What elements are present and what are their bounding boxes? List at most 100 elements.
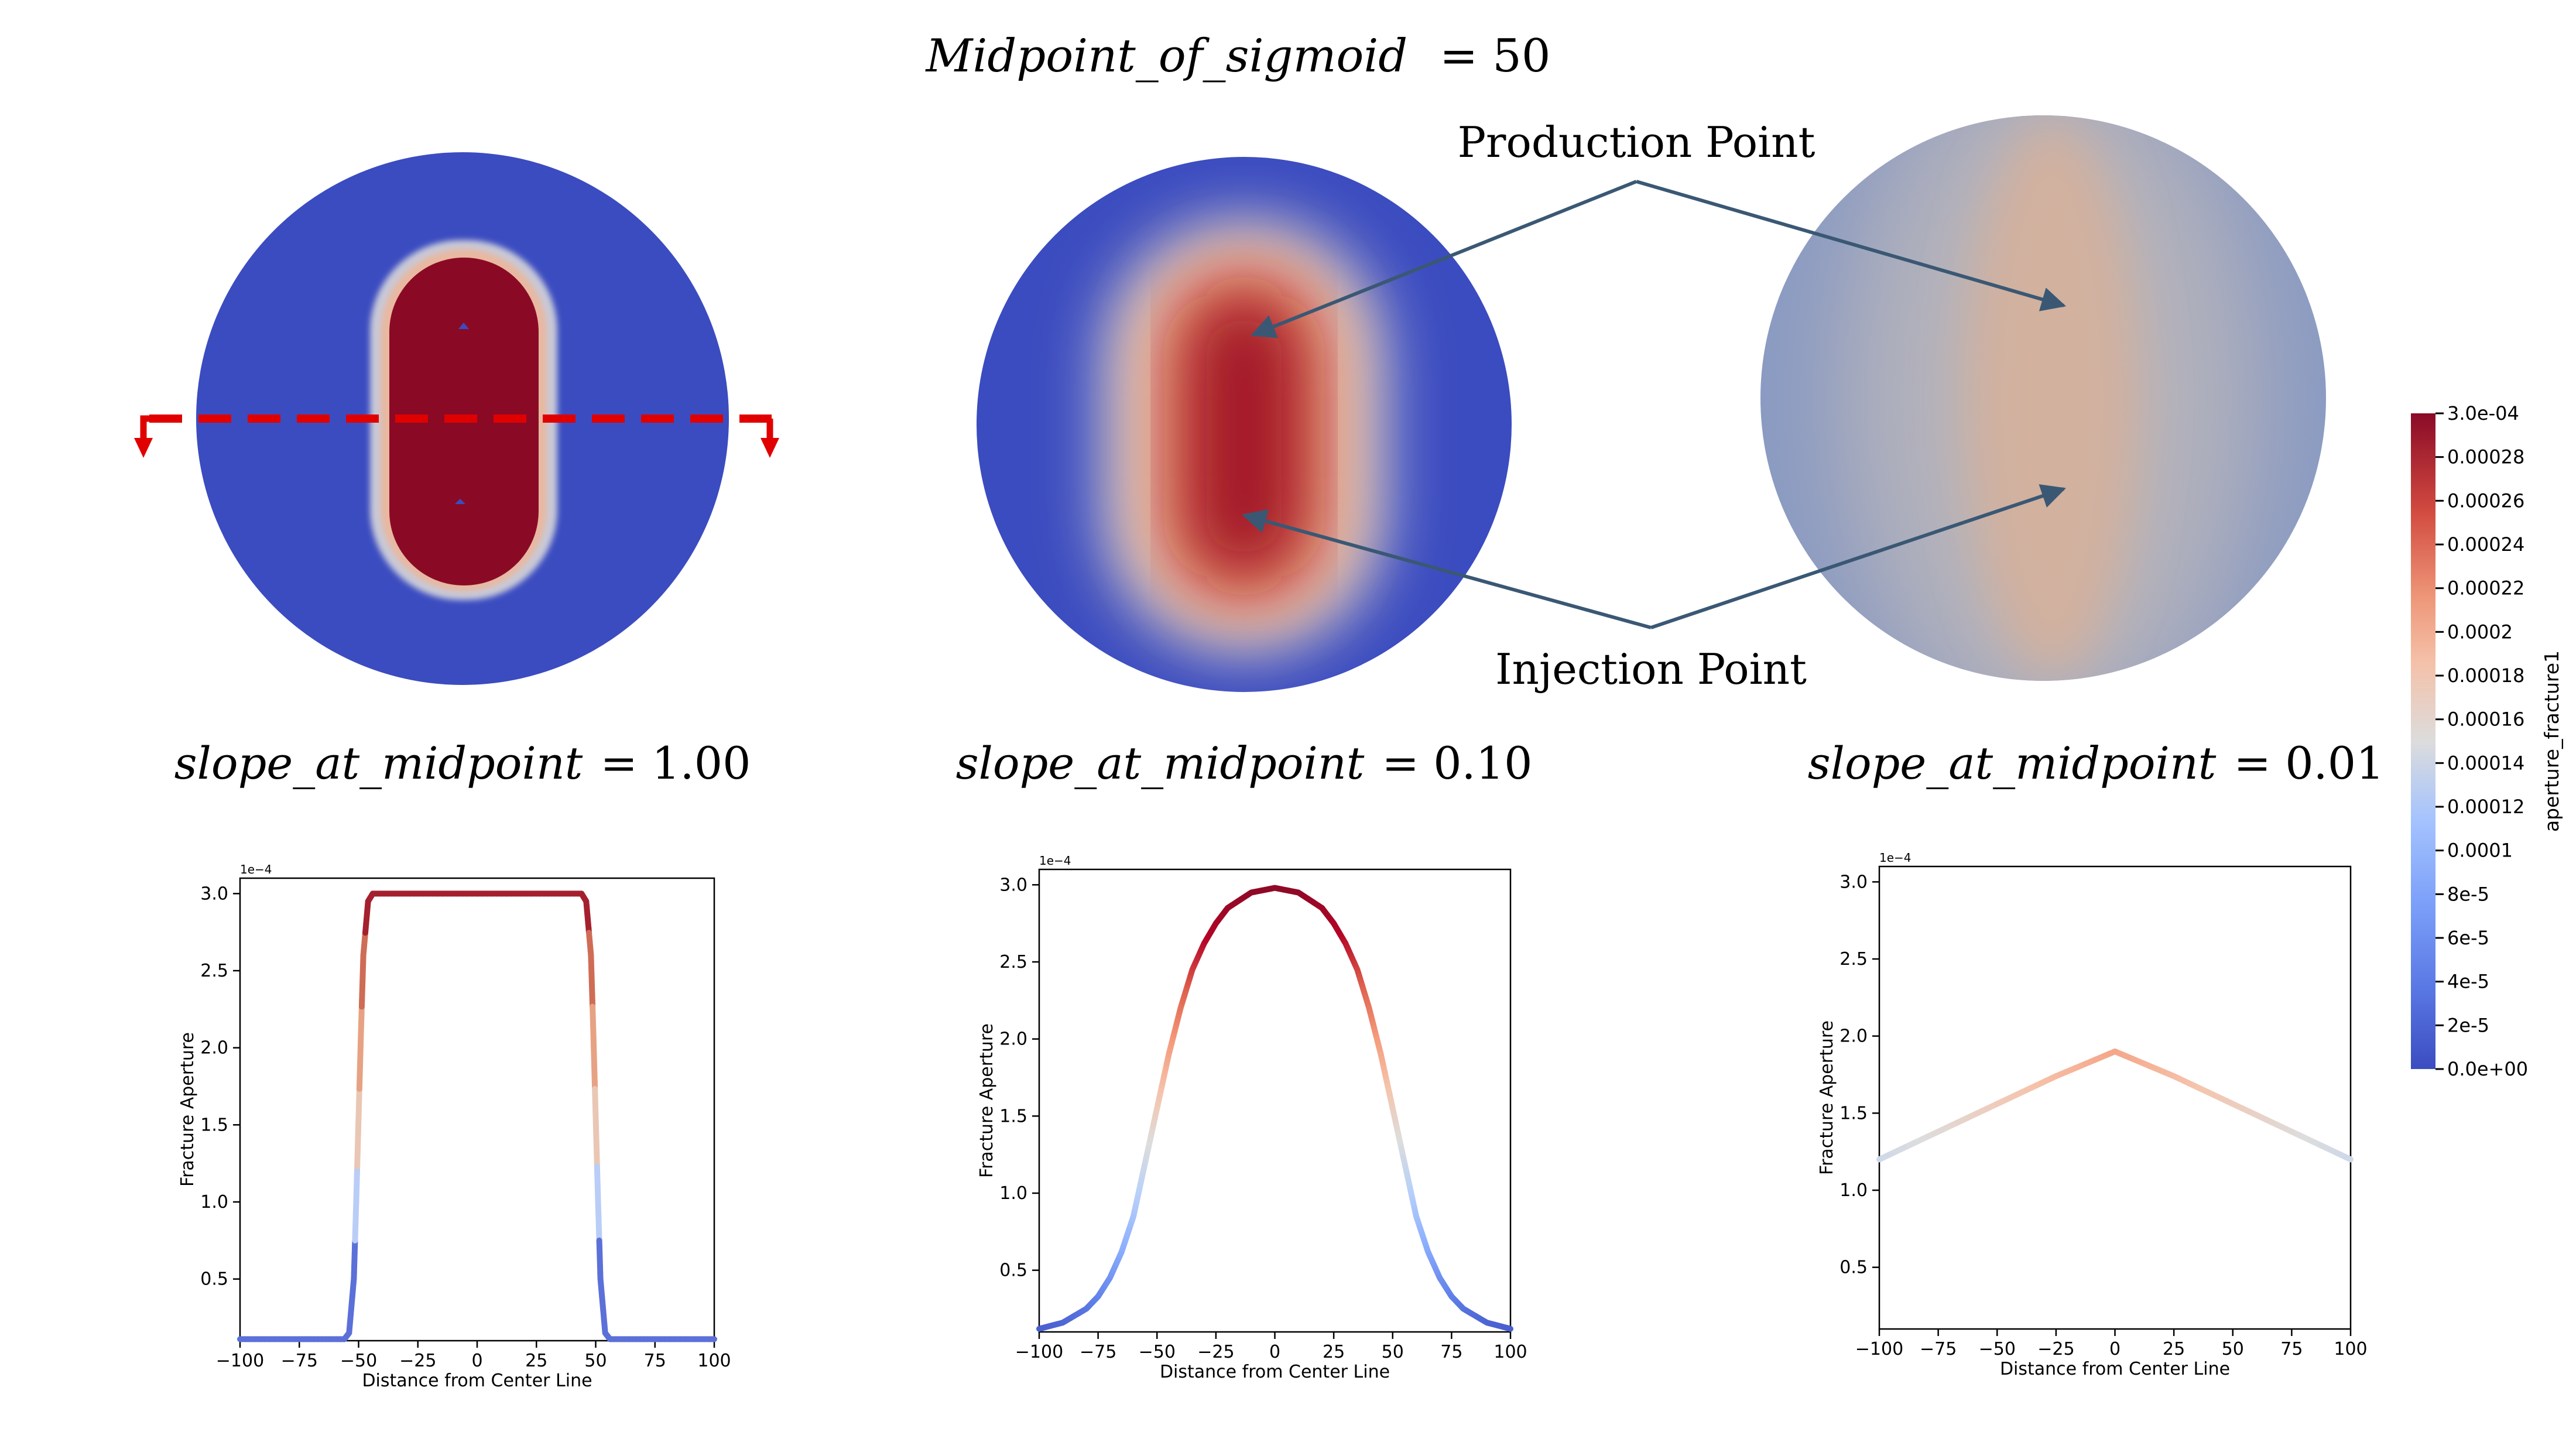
injection-point-label: Injection Point xyxy=(1495,645,1807,694)
colorbar-tick-label: 0.00014 xyxy=(2447,752,2524,774)
colorbar-tick-label: 0.00016 xyxy=(2447,708,2524,731)
plot-frame xyxy=(239,877,715,1342)
x-tick-label: 50 xyxy=(1382,1342,1404,1362)
colorbar-tick-label: 0.00012 xyxy=(2447,796,2524,818)
injection-point-marker xyxy=(455,499,465,504)
profile-chart-slope-0.10: −100 −75 −50 −25 0 25 50 75 100 0.5 1.0 1.5 2.0 2.5 3.… xyxy=(977,854,1527,1382)
x-tick-label: −25 xyxy=(1197,1342,1234,1362)
colorbar-tick-label: 6e-5 xyxy=(2447,927,2489,949)
y-multiplier: 1e−4 xyxy=(240,862,272,876)
data-line xyxy=(1876,1049,2354,1163)
x-axis-label: Distance from Center Line xyxy=(1160,1362,1390,1382)
y-tick-label: 1.5 xyxy=(200,1115,228,1135)
aperture-map-slope-0.10 xyxy=(977,157,1512,692)
colorbar-tick-label: 0.0002 xyxy=(2447,621,2513,643)
x-tick-label: −75 xyxy=(281,1351,318,1371)
colorbar-tick-label: 8e-5 xyxy=(2447,883,2489,905)
colorbar-tick-label: 0.00018 xyxy=(2447,664,2524,687)
colorbar-tick-label: 0.0e+00 xyxy=(2447,1058,2528,1080)
y-tick-label: 3.0 xyxy=(999,875,1027,895)
y-tick-label: 2.5 xyxy=(999,952,1027,972)
x-tick-label: −100 xyxy=(216,1351,264,1371)
data-line xyxy=(237,890,717,1342)
plot-frame xyxy=(1038,868,1512,1333)
x-tick-label: −100 xyxy=(1855,1339,1903,1359)
y-tick-label: 3.0 xyxy=(200,883,228,904)
y-axis-label: Fracture Aperture xyxy=(977,1023,997,1178)
x-tick-label: 0 xyxy=(2109,1339,2121,1359)
slope-label-1: slope_at_midpoint = 1.00 xyxy=(174,737,751,789)
y-tick-label: 2.0 xyxy=(999,1029,1027,1050)
x-tick-label: 100 xyxy=(697,1351,731,1371)
x-axis-label: Distance from Center Line xyxy=(362,1371,592,1391)
colorbar-tick-label: 0.00026 xyxy=(2447,489,2524,512)
y-multiplier: 1e−4 xyxy=(1039,854,1071,868)
aperture-map-slope-0.01 xyxy=(1760,115,2326,681)
x-tick-label: 0 xyxy=(1269,1342,1280,1362)
y-tick-label: 2.5 xyxy=(200,961,228,981)
x-tick-label: 50 xyxy=(2222,1339,2244,1359)
aperture-map-slope-1 xyxy=(134,152,779,685)
x-tick-label: −75 xyxy=(1920,1339,1957,1359)
y-tick-label: 1.0 xyxy=(200,1192,228,1212)
y-tick-label: 0.5 xyxy=(1839,1258,1868,1278)
slope-label-2: slope_at_midpoint = 0.10 xyxy=(956,737,1533,789)
y-tick-label: 2.5 xyxy=(1839,949,1868,970)
injection-point-arrows xyxy=(1241,484,2066,629)
colorbar-tick-label: 0.0001 xyxy=(2447,840,2513,862)
x-tick-label: 75 xyxy=(2280,1339,2303,1359)
slope-label-3: slope_at_midpoint = 0.01 xyxy=(1808,737,2385,789)
x-tick-label: 100 xyxy=(1493,1342,1527,1362)
y-tick-label: 1.0 xyxy=(999,1183,1027,1204)
data-line-segment xyxy=(1505,1325,1513,1332)
production-point-marker xyxy=(458,323,469,329)
x-tick-label: 75 xyxy=(644,1351,666,1371)
y-tick-label: 1.5 xyxy=(999,1106,1027,1126)
data-line-segment xyxy=(2342,1154,2354,1163)
y-tick-label: 1.0 xyxy=(1839,1180,1868,1201)
y-tick-label: 0.5 xyxy=(999,1260,1027,1281)
x-tick-label: −25 xyxy=(2037,1339,2074,1359)
main-title: Midpoint_of_sigmoid = 50 xyxy=(925,30,1551,83)
y-tick-label: 3.0 xyxy=(1839,872,1868,892)
colorbar-tick-label: 2e-5 xyxy=(2447,1014,2489,1036)
colorbar-tick-label: 0.00028 xyxy=(2447,446,2524,468)
main-title-name: Midpoint_of_sigmoid xyxy=(925,30,1408,83)
colorbar-title: aperture_fracture1 xyxy=(2540,650,2563,832)
x-tick-label: 50 xyxy=(584,1351,607,1371)
x-axis-label: Distance from Center Line xyxy=(2000,1359,2230,1379)
y-multiplier: 1e−4 xyxy=(1879,851,1912,865)
x-tick-label: −50 xyxy=(1979,1339,2016,1359)
y-axis-label: Fracture Aperture xyxy=(177,1032,198,1187)
x-tick-label: 25 xyxy=(1323,1342,1345,1362)
x-tick-label: 100 xyxy=(2334,1339,2367,1359)
y-tick-label: 0.5 xyxy=(200,1269,228,1290)
colorbar-ticks: 3.0e-04 0.00028 0.00026 0.00024 0.00022 0.000… xyxy=(2435,402,2528,1080)
colorbar-tick-label: 3.0e-04 xyxy=(2447,402,2519,424)
colorbar-gradient xyxy=(2411,413,2435,1069)
y-tick-label: 1.5 xyxy=(1839,1103,1868,1123)
x-tick-label: −50 xyxy=(1139,1342,1176,1362)
x-tick-label: 0 xyxy=(471,1351,482,1371)
colorbar: 3.0e-04 0.00028 0.00026 0.00024 0.00022 0.000… xyxy=(2411,402,2563,1080)
production-point-label: Production Point xyxy=(1458,118,1815,167)
x-tick-label: −25 xyxy=(399,1351,436,1371)
y-axis-label: Fracture Aperture xyxy=(1817,1020,1837,1175)
profile-chart-slope-0.01: −100 −75 −50 −25 0 25 50 75 100 0.5 1.0 1.5 2.0 2.5 3.… xyxy=(1817,851,2368,1379)
production-point-arrows xyxy=(1251,180,2067,338)
colorbar-tick-label: 0.00022 xyxy=(2447,577,2524,600)
profile-chart-slope-1: −100 −75 −50 −25 0 25 50 75 100 0.5 1.0 1.5 2.0 2.5 3.… xyxy=(177,862,731,1391)
plot-frame xyxy=(1878,865,2352,1330)
colorbar-tick-label: 0.00024 xyxy=(2447,533,2524,556)
x-tick-label: −100 xyxy=(1015,1342,1063,1362)
y-tick-label: 2.0 xyxy=(1839,1026,1868,1047)
x-tick-label: 75 xyxy=(1440,1342,1462,1362)
section-line xyxy=(134,415,779,458)
x-tick-label: −50 xyxy=(340,1351,377,1371)
main-title-value: = 50 xyxy=(1440,30,1550,83)
x-tick-label: 25 xyxy=(2163,1339,2185,1359)
x-tick-label: 25 xyxy=(525,1351,547,1371)
x-tick-label: −75 xyxy=(1080,1342,1116,1362)
y-tick-label: 2.0 xyxy=(200,1038,228,1059)
